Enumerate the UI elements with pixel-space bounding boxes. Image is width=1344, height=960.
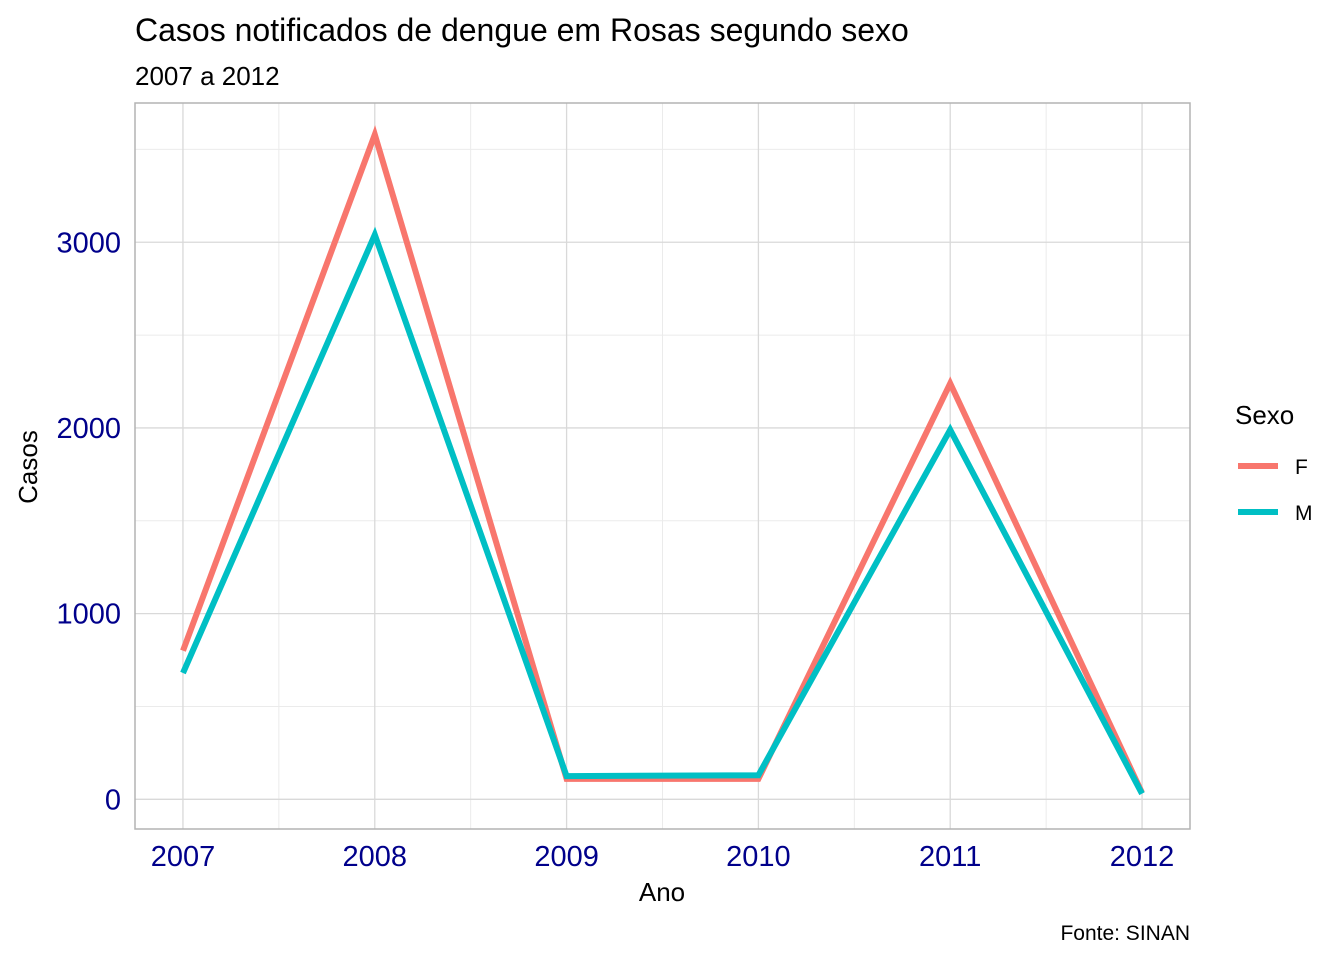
- x-tick-label: 2012: [1110, 841, 1175, 873]
- series-line-m: [180, 226, 1145, 796]
- legend-items: FM: [1238, 456, 1313, 525]
- y-tick-label: 1000: [56, 599, 121, 631]
- x-tick-label: 2009: [534, 841, 599, 873]
- chart-subtitle: 2007 a 2012: [135, 61, 280, 91]
- y-tick-labels: 0 1000 2000 3000: [56, 227, 121, 816]
- y-tick-label: 0: [105, 784, 121, 816]
- legend-label-f: F: [1295, 456, 1308, 479]
- x-tick-label: 2007: [151, 841, 216, 873]
- legend-label-m: M: [1295, 502, 1313, 525]
- series-line-f: [180, 125, 1145, 795]
- x-axis-title: Ano: [639, 877, 685, 907]
- x-tick-label: 2010: [726, 841, 791, 873]
- y-tick-label: 2000: [56, 413, 121, 445]
- legend-title: Sexo: [1235, 400, 1294, 430]
- plot-panel-border: [134, 102, 1191, 830]
- y-axis-title: Casos: [13, 430, 43, 504]
- y-tick-label: 3000: [56, 227, 121, 259]
- x-tick-label: 2008: [343, 841, 408, 873]
- grid-minor: [135, 103, 1190, 829]
- chart-caption: Fonte: SINAN: [1060, 922, 1190, 945]
- grid-major: [135, 103, 1190, 829]
- series-layer: [180, 125, 1145, 796]
- legend: Sexo FM: [1235, 400, 1313, 525]
- x-tick-label: 2011: [919, 841, 981, 873]
- x-tick-labels: 2007 2008 2009 2010 2011 2012: [151, 841, 1175, 873]
- chart-title: Casos notificados de dengue em Rosas seg…: [135, 12, 909, 48]
